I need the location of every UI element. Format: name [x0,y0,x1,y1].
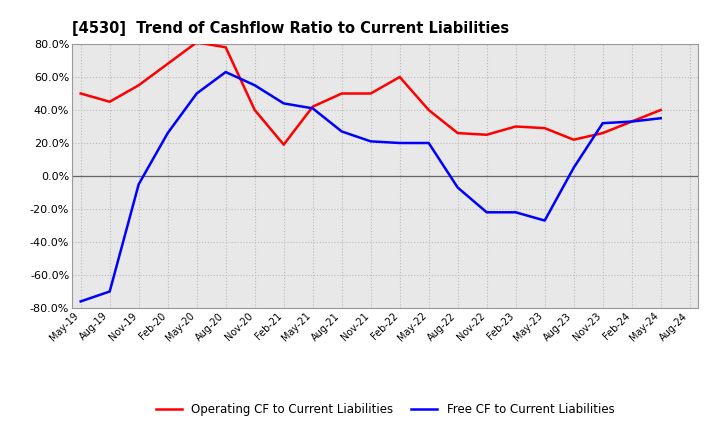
Free CF to Current Liabilities [251,83,259,88]
Operating CF to Current Liabilities [308,104,317,110]
Free CF to Current Liabilities [511,210,520,215]
Free CF to Current Liabilities [163,131,172,136]
Operating CF to Current Liabilities [627,119,636,124]
Operating CF to Current Liabilities [192,40,201,45]
Operating CF to Current Liabilities [424,107,433,113]
Free CF to Current Liabilities [338,129,346,134]
Free CF to Current Liabilities [424,140,433,146]
Free CF to Current Liabilities [482,210,491,215]
Operating CF to Current Liabilities [163,61,172,66]
Operating CF to Current Liabilities [105,99,114,104]
Free CF to Current Liabilities [366,139,375,144]
Free CF to Current Liabilities [395,140,404,146]
Free CF to Current Liabilities [541,218,549,223]
Operating CF to Current Liabilities [454,131,462,136]
Free CF to Current Liabilities [221,70,230,75]
Free CF to Current Liabilities [279,101,288,106]
Operating CF to Current Liabilities [221,44,230,50]
Operating CF to Current Liabilities [541,125,549,131]
Free CF to Current Liabilities [657,116,665,121]
Operating CF to Current Liabilities [570,137,578,143]
Free CF to Current Liabilities [76,299,85,304]
Operating CF to Current Liabilities [251,107,259,113]
Operating CF to Current Liabilities [279,142,288,147]
Free CF to Current Liabilities [308,106,317,111]
Operating CF to Current Liabilities [338,91,346,96]
Operating CF to Current Liabilities [511,124,520,129]
Free CF to Current Liabilities [105,289,114,294]
Operating CF to Current Liabilities [598,131,607,136]
Free CF to Current Liabilities [192,91,201,96]
Operating CF to Current Liabilities [482,132,491,137]
Line: Free CF to Current Liabilities: Free CF to Current Liabilities [81,72,661,301]
Operating CF to Current Liabilities [366,91,375,96]
Text: [4530]  Trend of Cashflow Ratio to Current Liabilities: [4530] Trend of Cashflow Ratio to Curren… [72,21,509,36]
Free CF to Current Liabilities [598,121,607,126]
Operating CF to Current Liabilities [76,91,85,96]
Legend: Operating CF to Current Liabilities, Free CF to Current Liabilities: Operating CF to Current Liabilities, Fre… [151,398,619,421]
Operating CF to Current Liabilities [657,107,665,113]
Operating CF to Current Liabilities [395,74,404,80]
Free CF to Current Liabilities [135,182,143,187]
Free CF to Current Liabilities [570,165,578,170]
Operating CF to Current Liabilities [135,83,143,88]
Free CF to Current Liabilities [454,185,462,190]
Free CF to Current Liabilities [627,119,636,124]
Line: Operating CF to Current Liabilities: Operating CF to Current Liabilities [81,42,661,145]
